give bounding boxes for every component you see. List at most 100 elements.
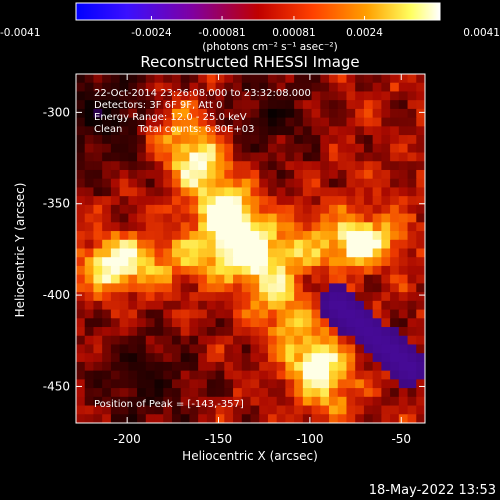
image-pixel bbox=[267, 414, 278, 423]
image-pixel bbox=[241, 196, 252, 206]
image-pixel bbox=[119, 74, 129, 84]
image-pixel bbox=[163, 213, 173, 223]
image-pixel bbox=[145, 405, 156, 415]
image-pixel bbox=[294, 292, 304, 302]
image-pixel bbox=[206, 327, 217, 337]
image-pixel bbox=[110, 318, 121, 328]
image-pixel bbox=[76, 361, 86, 372]
image-pixel bbox=[398, 335, 409, 346]
image-pixel bbox=[171, 300, 182, 311]
image-pixel bbox=[363, 74, 374, 84]
image-pixel bbox=[128, 353, 138, 363]
image-pixel bbox=[381, 187, 391, 197]
image-pixel bbox=[329, 74, 339, 84]
image-pixel bbox=[259, 178, 269, 189]
image-pixel bbox=[416, 82, 425, 93]
image-pixel bbox=[285, 187, 295, 197]
image-pixel bbox=[372, 187, 382, 197]
colorbar-tick-label: -0.0041 bbox=[0, 27, 41, 39]
image-pixel bbox=[259, 274, 269, 284]
image-pixel bbox=[302, 196, 313, 206]
image-pixel bbox=[84, 117, 95, 127]
image-pixel bbox=[137, 327, 147, 337]
image-pixel bbox=[93, 396, 103, 407]
image-pixel bbox=[163, 126, 173, 136]
image-pixel bbox=[84, 327, 95, 337]
image-pixel bbox=[320, 91, 330, 101]
image-pixel bbox=[102, 222, 112, 232]
image-pixel bbox=[294, 318, 304, 328]
image-pixel bbox=[337, 388, 348, 398]
image-pixel bbox=[285, 143, 295, 154]
image-pixel bbox=[285, 309, 295, 319]
image-pixel bbox=[407, 361, 417, 372]
image-pixel bbox=[267, 274, 278, 284]
image-pixel bbox=[311, 178, 321, 189]
image-pixel bbox=[407, 248, 417, 258]
image-pixel bbox=[381, 74, 391, 84]
image-pixel bbox=[407, 196, 417, 206]
image-pixel bbox=[206, 126, 217, 136]
image-pixel bbox=[294, 213, 304, 223]
image-pixel bbox=[285, 248, 295, 258]
image-pixel bbox=[119, 318, 129, 328]
image-pixel bbox=[224, 135, 234, 145]
image-pixel bbox=[137, 318, 147, 328]
image-pixel bbox=[206, 169, 217, 180]
image-pixel bbox=[102, 126, 112, 136]
image-pixel bbox=[398, 353, 409, 363]
image-pixel bbox=[259, 370, 269, 380]
image-pixel bbox=[363, 178, 374, 189]
image-pixel bbox=[311, 152, 321, 162]
image-pixel bbox=[93, 248, 103, 258]
image-pixel bbox=[84, 213, 95, 223]
image-pixel bbox=[84, 335, 95, 346]
image-pixel bbox=[198, 239, 208, 250]
image-pixel bbox=[337, 239, 348, 250]
image-pixel bbox=[110, 161, 121, 171]
image-pixel bbox=[102, 82, 112, 93]
image-pixel bbox=[102, 335, 112, 346]
image-pixel bbox=[363, 344, 374, 354]
image-pixel bbox=[267, 388, 278, 398]
image-pixel bbox=[233, 117, 243, 127]
image-pixel bbox=[206, 152, 217, 162]
image-pixel bbox=[163, 100, 173, 110]
image-pixel bbox=[102, 204, 112, 215]
image-pixel bbox=[320, 388, 330, 398]
image-pixel bbox=[390, 335, 400, 346]
image-pixel bbox=[302, 126, 313, 136]
image-pixel bbox=[276, 74, 286, 84]
image-pixel bbox=[163, 135, 173, 145]
image-pixel bbox=[102, 327, 112, 337]
image-pixel bbox=[355, 274, 365, 284]
image-pixel bbox=[320, 370, 330, 380]
image-pixel bbox=[198, 91, 208, 101]
image-pixel bbox=[76, 231, 86, 241]
image-pixel bbox=[363, 292, 374, 302]
image-pixel bbox=[381, 265, 391, 276]
image-pixel bbox=[294, 169, 304, 180]
image-pixel bbox=[267, 239, 278, 250]
image-pixel bbox=[241, 239, 252, 250]
image-pixel bbox=[267, 126, 278, 136]
image-pixel bbox=[145, 143, 156, 154]
image-pixel bbox=[276, 370, 286, 380]
image-pixel bbox=[302, 231, 313, 241]
image-pixel bbox=[128, 292, 138, 302]
image-pixel bbox=[110, 91, 121, 101]
image-pixel bbox=[84, 405, 95, 415]
image-pixel bbox=[163, 300, 173, 311]
image-pixel bbox=[93, 274, 103, 284]
image-pixel bbox=[398, 117, 409, 127]
image-pixel bbox=[302, 283, 313, 293]
image-pixel bbox=[163, 152, 173, 162]
image-pixel bbox=[215, 379, 225, 389]
image-pixel bbox=[119, 82, 129, 93]
image-pixel bbox=[241, 283, 252, 293]
image-pixel bbox=[171, 327, 182, 337]
image-pixel bbox=[337, 257, 348, 267]
image-pixel bbox=[84, 143, 95, 154]
image-pixel bbox=[398, 283, 409, 293]
image-pixel bbox=[206, 361, 217, 372]
